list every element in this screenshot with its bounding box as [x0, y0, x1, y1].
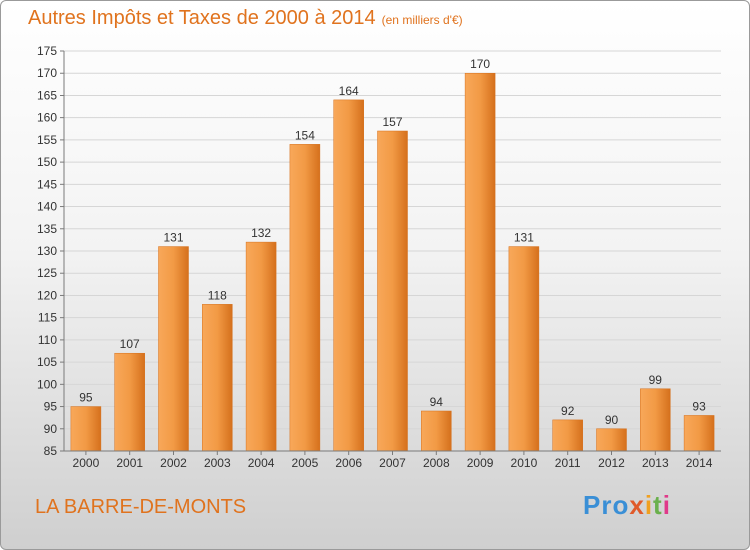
- y-tick-label: 100: [37, 377, 57, 391]
- y-tick-label: 170: [37, 66, 57, 80]
- bar[interactable]: [245, 241, 277, 452]
- x-tick-label: 2013: [642, 456, 669, 470]
- chart-title-text: Autres Impôts et Taxes de 2000 à 2014: [28, 7, 376, 29]
- x-tick-label: 2005: [292, 456, 319, 470]
- bar[interactable]: [683, 415, 715, 452]
- bar[interactable]: [114, 352, 145, 452]
- logo-part: Pro: [583, 490, 630, 520]
- x-tick-label: 2014: [686, 456, 713, 470]
- bar[interactable]: [552, 419, 583, 452]
- bar[interactable]: [289, 144, 321, 452]
- x-tick-label: 2007: [379, 456, 406, 470]
- bar[interactable]: [70, 406, 102, 452]
- y-tick-label: 105: [37, 355, 57, 369]
- bar[interactable]: [640, 388, 671, 452]
- bar[interactable]: [202, 304, 233, 452]
- x-tick-label: 2011: [555, 456, 581, 470]
- logo-part: i: [644, 490, 654, 520]
- bar[interactable]: [158, 246, 189, 452]
- logo-part: t: [653, 490, 663, 520]
- y-tick-label: 130: [37, 244, 57, 258]
- y-tick-label: 120: [37, 288, 57, 302]
- bar[interactable]: [377, 130, 408, 452]
- x-tick-label: 2012: [598, 456, 625, 470]
- x-tick-label: 2008: [423, 456, 450, 470]
- y-tick-label: 160: [37, 111, 57, 125]
- chart-title: Autres Impôts et Taxes de 2000 à 2014 (en…: [28, 7, 463, 30]
- data-labels: 95 107 131 118 132 154 164 157 94 170 131 92 90 99 93: [79, 57, 706, 427]
- data-label: 170: [470, 57, 490, 71]
- x-tick-label: 2010: [511, 456, 538, 470]
- x-tick-label: 2000: [73, 456, 100, 470]
- bar[interactable]: [421, 410, 452, 452]
- chart-subtitle: (en milliers d'€): [381, 13, 463, 27]
- y-tick-label: 90: [44, 422, 58, 436]
- data-label: 90: [605, 413, 619, 427]
- data-label: 107: [120, 337, 140, 351]
- data-label: 95: [79, 391, 93, 405]
- x-tick-label: 2004: [248, 456, 275, 470]
- bar[interactable]: [508, 246, 540, 452]
- data-label: 131: [514, 231, 534, 245]
- y-tick-label: 175: [37, 44, 57, 58]
- logo-part: i: [662, 490, 671, 520]
- proxiti-logo[interactable]: Proxiti: [583, 490, 671, 521]
- data-label: 132: [251, 226, 271, 240]
- data-label: 157: [382, 115, 402, 129]
- data-label: 94: [430, 395, 444, 409]
- y-tick-label: 95: [44, 400, 58, 414]
- data-label: 131: [163, 231, 183, 245]
- y-tick-label: 150: [37, 155, 57, 169]
- bar[interactable]: [333, 99, 364, 452]
- bar[interactable]: [596, 428, 627, 452]
- place-name: LA BARRE-DE-MONTS: [35, 496, 247, 518]
- y-tick-label: 125: [37, 266, 57, 280]
- data-label: 92: [561, 404, 575, 418]
- y-axis-ticks: 85 90 95 100 105 110 115 120 125 130 135 140 145 150 1…: [37, 44, 64, 458]
- y-tick-label: 135: [37, 222, 57, 236]
- data-label: 99: [649, 373, 663, 387]
- y-tick-label: 165: [37, 88, 57, 102]
- data-label: 154: [295, 128, 315, 142]
- bars: [70, 72, 715, 452]
- bar[interactable]: [464, 72, 496, 452]
- data-label: 118: [208, 288, 227, 302]
- y-tick-label: 155: [37, 133, 57, 147]
- y-tick-label: 140: [37, 200, 57, 214]
- logo-part: x: [629, 490, 645, 520]
- y-tick-label: 145: [37, 177, 57, 191]
- x-tick-label: 2009: [467, 456, 494, 470]
- x-tick-label: 2002: [160, 456, 187, 470]
- y-tick-label: 110: [38, 333, 57, 347]
- x-axis-ticks: 2000 2001 2002 2003 2004 2005 2006 2007 2008 2009…: [73, 451, 713, 470]
- x-tick-label: 2001: [116, 456, 143, 470]
- data-label: 164: [339, 84, 359, 98]
- x-tick-label: 2003: [204, 456, 231, 470]
- y-tick-label: 115: [38, 311, 57, 325]
- data-label: 93: [692, 399, 706, 413]
- y-tick-label: 85: [44, 444, 58, 458]
- x-tick-label: 2006: [335, 456, 362, 470]
